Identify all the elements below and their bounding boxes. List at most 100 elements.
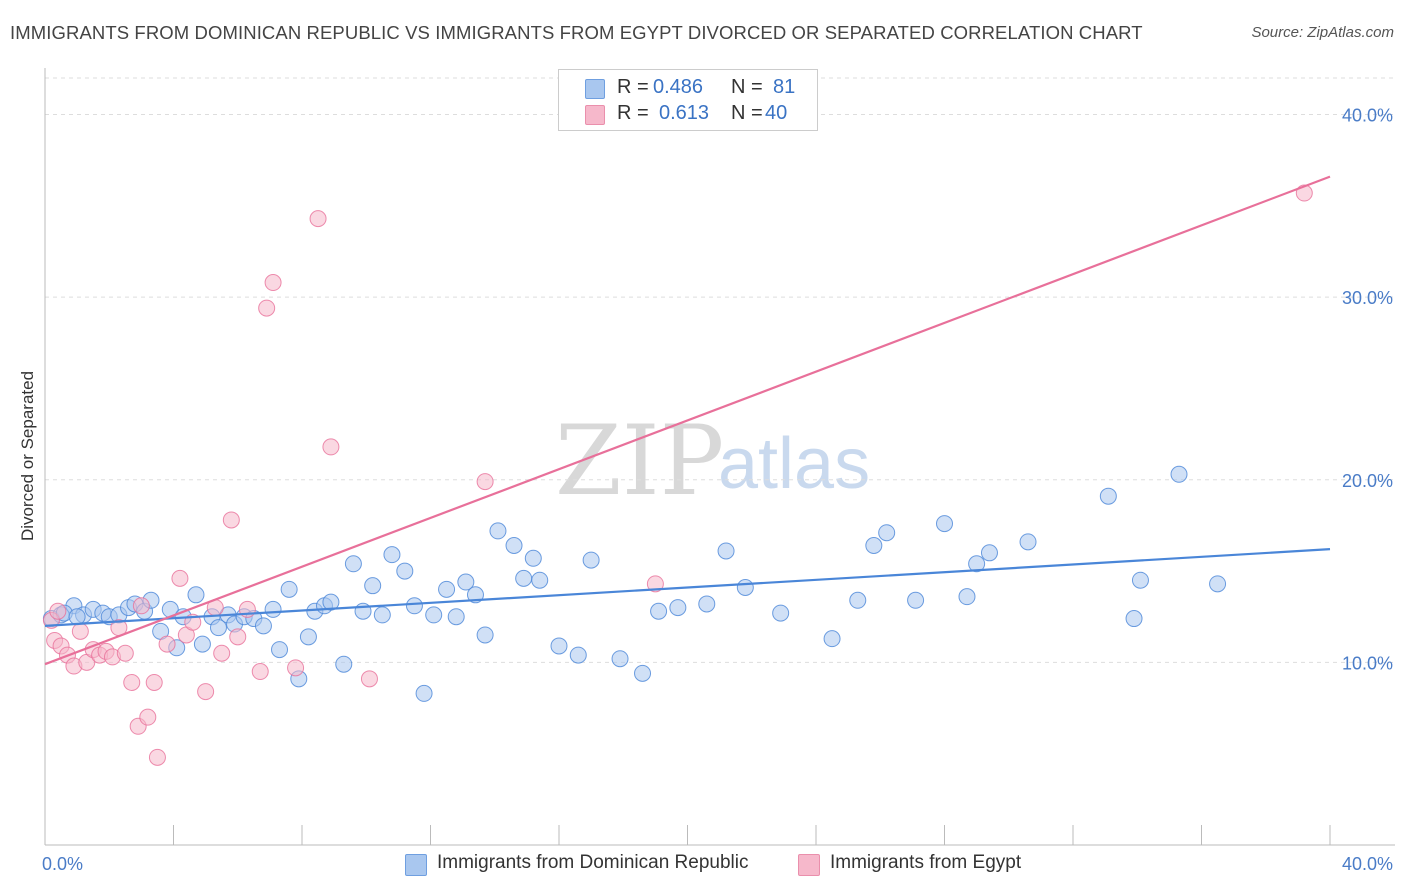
data-point <box>634 664 652 682</box>
data-point <box>71 622 89 640</box>
tick-labels: 10.0% 20.0% 30.0% 40.0% 0.0% 40.0% <box>42 106 1393 874</box>
data-point <box>258 299 276 317</box>
legend-r-value: 0.613 <box>659 102 710 124</box>
data-point <box>229 628 247 646</box>
data-point <box>287 659 305 677</box>
data-point <box>187 586 205 604</box>
data-point <box>646 575 664 593</box>
data-point <box>322 593 340 611</box>
y-tick-label: 20.0% <box>1342 471 1393 491</box>
legend-n-value: 81 <box>773 76 796 98</box>
legend-n-value: 40 <box>765 102 788 124</box>
series-egypt <box>42 184 1313 766</box>
data-point <box>132 597 150 615</box>
data-point <box>958 588 976 606</box>
data-point <box>698 595 716 613</box>
data-point <box>335 655 353 673</box>
data-point <box>364 577 382 595</box>
y-tick-label: 40.0% <box>1342 106 1393 126</box>
chart-title: IMMIGRANTS FROM DOMINICAN REPUBLIC VS IM… <box>10 22 1143 43</box>
chart-source: Source: ZipAtlas.com <box>1251 24 1394 41</box>
data-point <box>264 600 282 618</box>
stats-legend: R = 0.486 N = 81 R = 0.613 N = 40 <box>558 69 818 131</box>
trend-line <box>44 548 1331 627</box>
data-point <box>550 637 568 655</box>
data-point <box>344 555 362 573</box>
data-point <box>405 597 423 615</box>
data-point <box>968 555 986 573</box>
data-point <box>148 748 166 766</box>
data-point <box>457 573 475 591</box>
y-tick-label: 30.0% <box>1342 288 1393 308</box>
bottom-legend-swatch-egypt <box>798 854 820 876</box>
data-point <box>415 684 433 702</box>
data-point <box>489 522 507 540</box>
watermark: ZIP atlas <box>555 405 870 517</box>
data-point <box>222 511 240 529</box>
data-point <box>823 630 841 648</box>
data-point <box>1131 571 1149 589</box>
data-point <box>68 608 86 626</box>
data-point <box>1125 610 1143 628</box>
data-point <box>980 544 998 562</box>
data-point <box>373 606 391 624</box>
data-point <box>438 580 456 598</box>
data-point <box>322 438 340 456</box>
data-point <box>476 626 494 644</box>
data-point <box>1170 465 1188 483</box>
data-point <box>425 606 443 624</box>
data-point <box>1019 533 1037 551</box>
data-point <box>865 537 883 555</box>
data-point <box>1099 487 1117 505</box>
bottom-legend-label-egypt: Immigrants from Egypt <box>830 852 1022 873</box>
axes <box>44 68 1395 846</box>
data-point <box>611 650 629 668</box>
data-point <box>878 524 896 542</box>
legend-swatch-dominican <box>585 79 605 99</box>
legend-r-label: R = <box>617 76 649 98</box>
data-point <box>736 579 754 597</box>
data-point <box>193 635 211 653</box>
data-point <box>309 210 327 228</box>
data-point <box>123 673 141 691</box>
trend-lines <box>44 175 1331 666</box>
data-point <box>197 683 215 701</box>
data-point <box>299 628 317 646</box>
data-point <box>139 708 157 726</box>
data-point <box>145 673 163 691</box>
legend-swatch-egypt <box>585 105 605 125</box>
legend-n-label: N = <box>731 102 763 124</box>
data-point <box>531 571 549 589</box>
data-point <box>582 551 600 569</box>
grid <box>45 77 1395 663</box>
x-tick-label: 40.0% <box>1342 854 1393 874</box>
data-point <box>907 591 925 609</box>
data-point <box>476 473 494 491</box>
data-point <box>650 602 668 620</box>
data-point <box>49 602 67 620</box>
x-tick-label: 0.0% <box>42 854 83 874</box>
data-point <box>505 537 523 555</box>
data-point <box>717 542 735 560</box>
data-point <box>158 635 176 653</box>
data-point <box>515 569 533 587</box>
data-point <box>669 599 687 617</box>
data-point <box>116 644 134 662</box>
legend-r-value: 0.486 <box>653 76 704 98</box>
data-point <box>383 546 401 564</box>
data-point <box>209 619 227 637</box>
data-point <box>936 515 953 533</box>
legend-n-label: N = <box>731 76 763 98</box>
data-point <box>1209 575 1227 593</box>
bottom-legend-label-dominican: Immigrants from Dominican Republic <box>437 852 749 873</box>
data-point <box>396 562 414 580</box>
data-point <box>447 608 465 626</box>
data-point <box>466 586 484 604</box>
data-point <box>280 580 298 598</box>
data-point <box>360 670 378 688</box>
trend-line <box>44 175 1331 666</box>
data-point <box>524 549 542 567</box>
series-dominican-republic <box>42 465 1227 702</box>
y-tick-label: 10.0% <box>1342 653 1393 673</box>
